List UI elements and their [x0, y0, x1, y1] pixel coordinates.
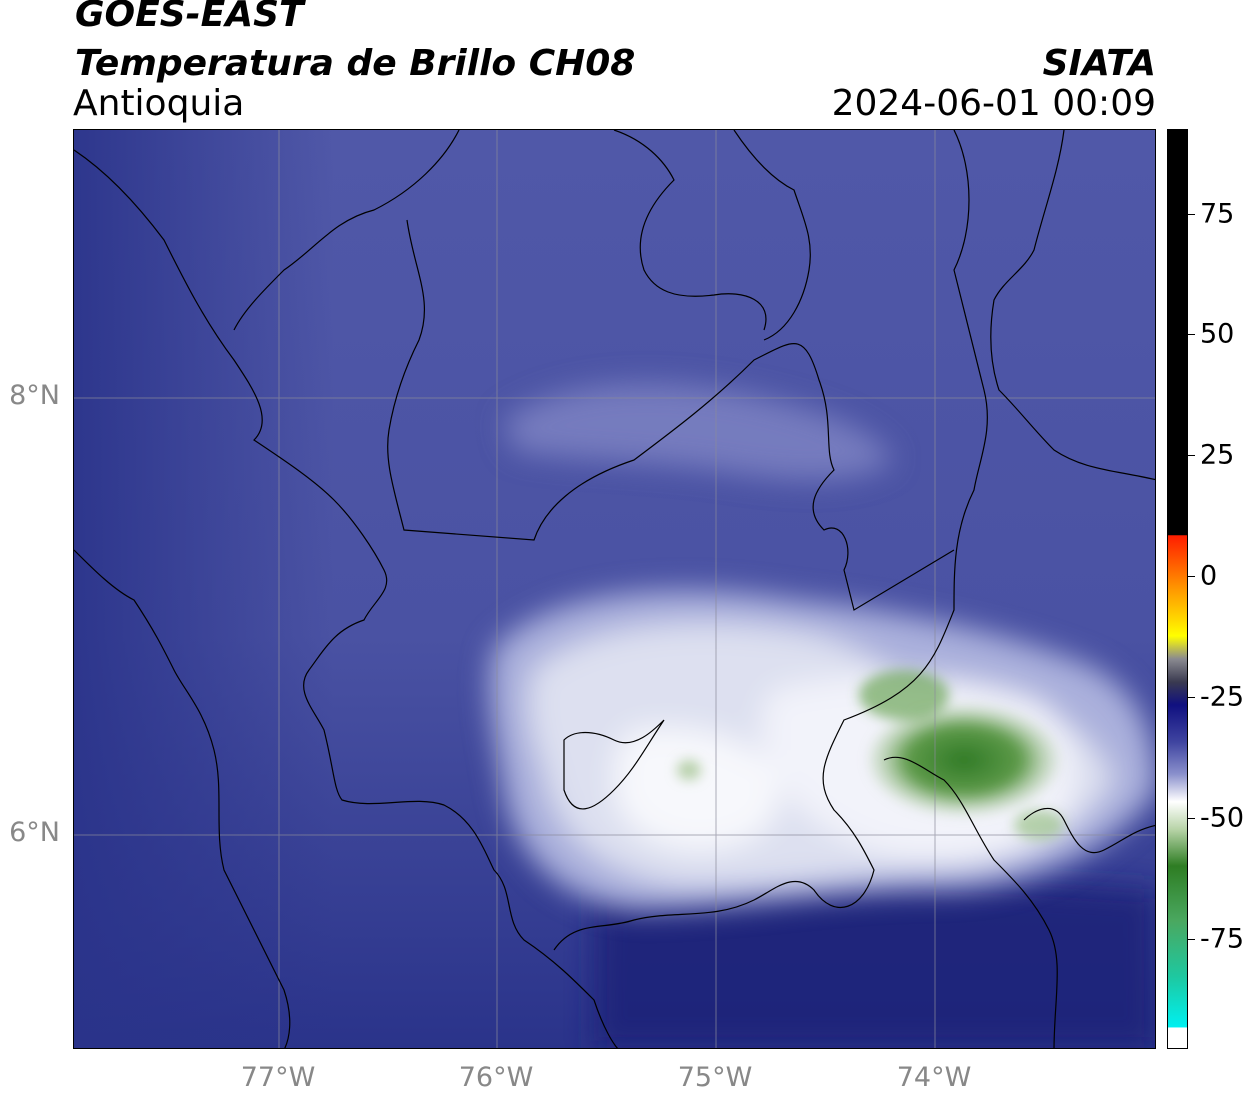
lat-label-6n: 6°N — [9, 817, 60, 848]
lon-label-77w: 77°W — [240, 1062, 316, 1093]
colorbar-label-minus75: -75 — [1200, 923, 1245, 955]
colorbar — [1167, 129, 1188, 1049]
colorbar-fill — [1168, 130, 1187, 1048]
satellite-title: GOES-EAST — [75, 0, 304, 35]
map-left-shade — [74, 130, 334, 1048]
datetime-label: 2024-06-01 00:09 — [831, 83, 1156, 124]
colorbar-label-minus25: -25 — [1200, 681, 1245, 713]
colorbar-label-minus50: -50 — [1200, 802, 1245, 834]
colorbar-label-0: 0 — [1200, 560, 1218, 592]
product-title: Temperatura de Brillo CH08 — [75, 43, 636, 84]
lon-label-76w: 76°W — [458, 1062, 534, 1093]
colorbar-tick — [1188, 334, 1195, 335]
colorbar-tick — [1188, 939, 1195, 940]
satellite-map[interactable] — [73, 129, 1156, 1049]
colorbar-tick — [1188, 214, 1195, 215]
map-bottom-shade — [594, 875, 1155, 1048]
lat-label-8n: 8°N — [9, 380, 60, 411]
colorbar-label-25: 25 — [1200, 439, 1235, 471]
region-label: Antioquia — [73, 83, 245, 124]
lon-label-74w: 74°W — [896, 1062, 972, 1093]
colorbar-label-50: 50 — [1200, 318, 1235, 350]
lon-label-75w: 75°W — [677, 1062, 753, 1093]
colorbar-tick — [1188, 455, 1195, 456]
grid-lines — [74, 130, 1155, 1048]
colorbar-label-75: 75 — [1200, 198, 1235, 230]
political-boundaries — [74, 130, 1155, 1048]
colorbar-tick — [1188, 818, 1195, 819]
organization-label: SIATA — [1042, 43, 1156, 84]
colorbar-tick — [1188, 697, 1195, 698]
colorbar-tick — [1188, 576, 1195, 577]
